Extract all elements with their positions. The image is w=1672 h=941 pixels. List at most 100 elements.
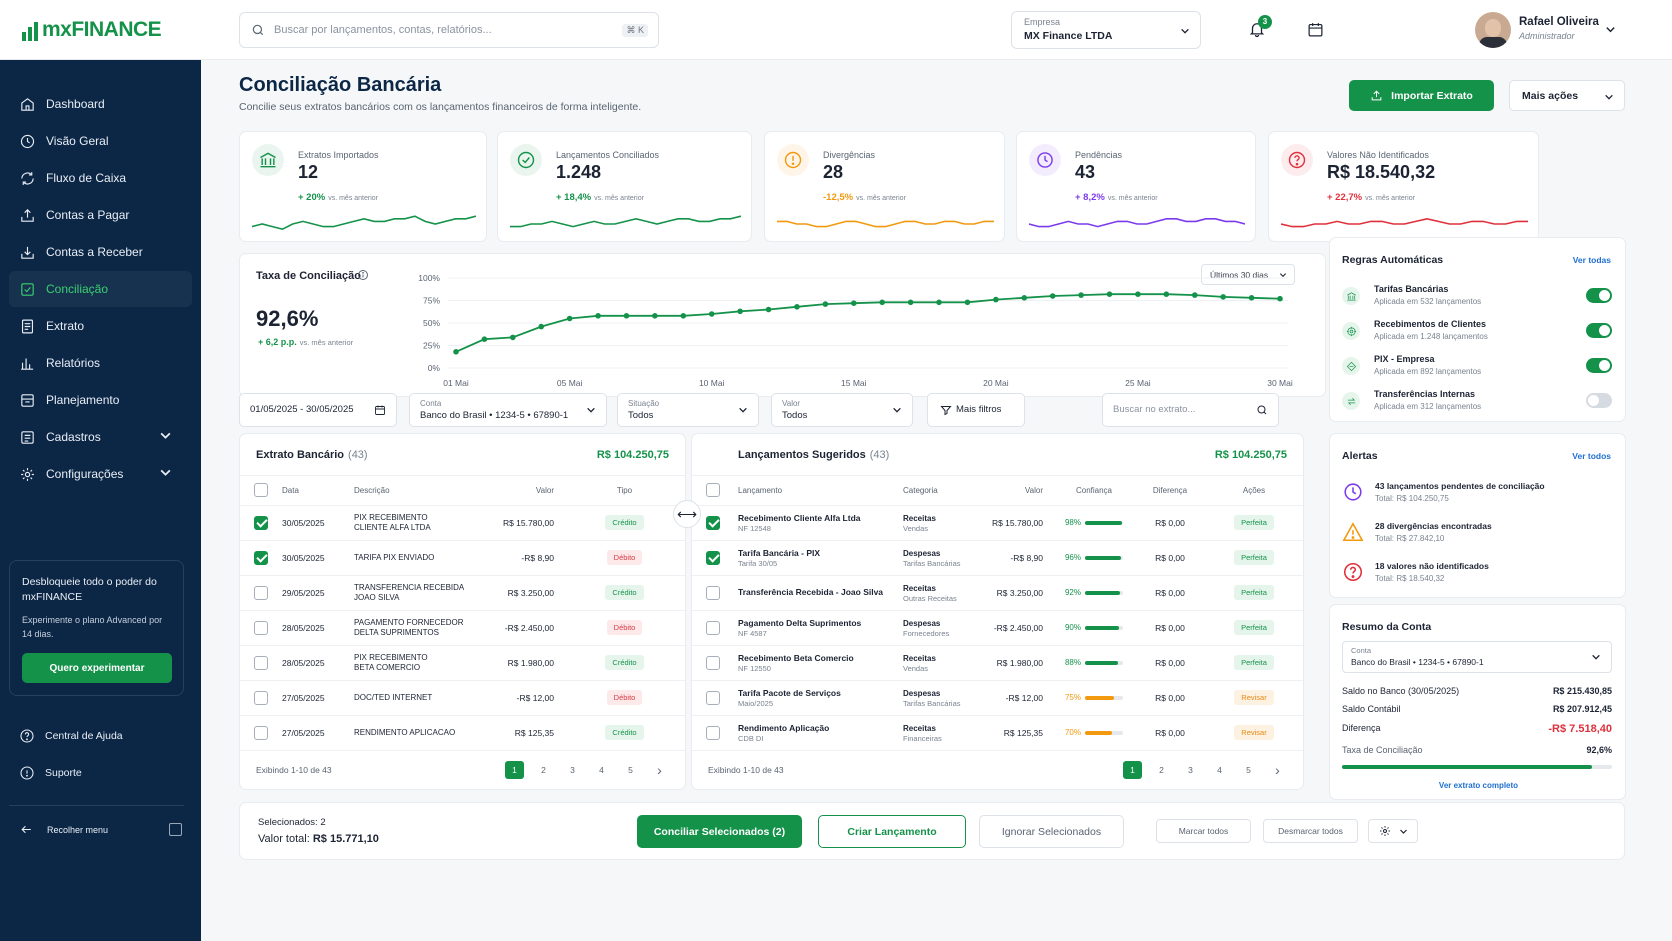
calendar-icon[interactable] — [1307, 21, 1324, 38]
row-checkbox[interactable] — [706, 725, 720, 740]
statement-search-input[interactable]: Buscar no extrato... — [1102, 393, 1279, 427]
table-row[interactable]: Rendimento Aplicação CDB DI Receitas Financ… — [692, 715, 1303, 751]
sidebar-item-fluxo-de-caixa[interactable]: Fluxo de Caixa — [9, 160, 192, 196]
summary-account-select[interactable]: Conta Banco do Brasil • 1234-5 • 67890-1 — [1342, 641, 1612, 673]
select-all-checkbox[interactable] — [254, 483, 268, 498]
account-filter[interactable]: Conta Banco do Brasil • 1234-5 • 67890-1 — [409, 393, 607, 427]
sidebar-item-relatorios[interactable]: Relatórios — [9, 345, 192, 381]
page-button[interactable]: 1 — [505, 761, 524, 779]
row-action-badge[interactable]: Perfeita — [1234, 515, 1274, 530]
rule-toggle[interactable] — [1586, 358, 1612, 373]
row-checkbox[interactable] — [706, 515, 720, 530]
table-row[interactable]: 29/05/2025 TRANSFERENCIA RECEBIDA JOAO SIL… — [240, 575, 685, 611]
period-select[interactable]: Últimos 30 dias — [1201, 264, 1295, 285]
table-row[interactable]: Transferência Recebida - Joao Silva Recei… — [692, 575, 1303, 611]
help-center-link[interactable]: Central de Ajuda — [0, 717, 201, 754]
page-button[interactable]: 1 — [1123, 761, 1142, 779]
row-action-badge[interactable]: Revisar — [1234, 690, 1274, 705]
logo[interactable]: mxFINANCE — [0, 0, 201, 60]
row-checkbox[interactable] — [706, 655, 720, 670]
swap-icon[interactable]: ⟷ — [673, 500, 701, 528]
info-icon[interactable] — [357, 269, 369, 281]
try-button[interactable]: Quero experimentar — [22, 653, 172, 683]
deselect-all-button[interactable]: Desmarcar todos — [1263, 819, 1358, 843]
row-action-badge[interactable]: Revisar — [1234, 725, 1274, 740]
page-button[interactable]: 4 — [599, 765, 604, 775]
select-all-checkbox[interactable] — [706, 483, 720, 498]
page-button[interactable]: 3 — [1188, 765, 1193, 775]
more-actions-button[interactable]: Mais ações — [1509, 80, 1625, 111]
alert-item[interactable]: 18 valores não identificados Total: R$ 18… — [1342, 558, 1612, 592]
sidebar-item-conciliacao[interactable]: Conciliação — [9, 271, 192, 307]
chevron-right-icon[interactable]: › — [657, 762, 662, 778]
sidebar-item-contas-a-receber[interactable]: Contas a Receber — [9, 234, 192, 270]
rule-toggle[interactable] — [1586, 323, 1612, 338]
table-row[interactable]: 27/05/2025 RENDIMENTO APLICACAO R$ 125,35 C… — [240, 715, 685, 751]
alert-item[interactable]: 43 lançamentos pendentes de conciliação T… — [1342, 478, 1612, 512]
row-checkbox[interactable] — [706, 550, 720, 565]
page-button[interactable]: 5 — [628, 765, 633, 775]
alerts-view-all-link[interactable]: Ver todos — [1572, 451, 1611, 461]
alert-item[interactable]: 28 divergências encontradas Total: R$ 27.… — [1342, 518, 1612, 552]
global-search-input[interactable]: Buscar por lançamentos, contas, relatóri… — [239, 12, 659, 48]
page-button[interactable]: 4 — [1217, 765, 1222, 775]
table-row[interactable]: Tarifa Bancária - PIX Tarifa 30/05 Despesa… — [692, 540, 1303, 576]
table-row[interactable]: Tarifa Pacote de Serviços Maio/2025 Despes… — [692, 680, 1303, 716]
more-filters-button[interactable]: Mais filtros — [927, 393, 1025, 427]
page-button[interactable]: 5 — [1246, 765, 1251, 775]
row-checkbox[interactable] — [254, 655, 268, 670]
row-checkbox[interactable] — [254, 515, 268, 530]
table-row[interactable]: 28/05/2025 PAGAMENTO FORNECEDOR DELTA SUPR… — [240, 610, 685, 646]
rules-view-all-link[interactable]: Ver todas — [1572, 255, 1611, 265]
create-entry-button[interactable]: Criar Lançamento — [818, 815, 966, 848]
sidebar-item-configuracoes[interactable]: Configurações — [9, 456, 192, 492]
view-full-statement-link[interactable]: Ver extrato completo — [1438, 781, 1519, 790]
sidebar-item-dashboard[interactable]: Dashboard — [9, 86, 192, 122]
avatar[interactable] — [1475, 12, 1511, 48]
row-checkbox[interactable] — [254, 620, 268, 635]
row-checkbox[interactable] — [706, 585, 720, 600]
row-checkbox[interactable] — [706, 620, 720, 635]
company-select[interactable]: Empresa MX Finance LTDA — [1011, 11, 1201, 49]
row-action-badge[interactable]: Perfeita — [1234, 585, 1274, 600]
row-action-badge[interactable]: Perfeita — [1234, 620, 1274, 635]
status-filter[interactable]: Situação Todos — [617, 393, 759, 427]
table-row[interactable]: 27/05/2025 DOC/TED INTERNET -R$ 12,00 Débit… — [240, 680, 685, 716]
chevron-right-icon[interactable]: › — [1275, 762, 1280, 778]
support-link[interactable]: Suporte — [0, 754, 201, 791]
table-row[interactable]: Recebimento Cliente Alfa Ltda NF 12548 Rec… — [692, 505, 1303, 541]
date-range-filter[interactable]: 01/05/2025 - 30/05/2025 — [239, 393, 397, 427]
row-checkbox[interactable] — [254, 550, 268, 565]
ignore-selected-button[interactable]: Ignorar Selecionados — [979, 815, 1124, 848]
table-row[interactable]: Recebimento Beta Comercio NF 12550 Receita… — [692, 645, 1303, 681]
page-button[interactable]: 3 — [570, 765, 575, 775]
sidebar-item-contas-a-pagar[interactable]: Contas a Pagar — [9, 197, 192, 233]
row-action-badge[interactable]: Perfeita — [1234, 550, 1274, 565]
row-date: 27/05/2025 — [282, 680, 354, 716]
import-statement-button[interactable]: Importar Extrato — [1349, 80, 1494, 111]
collapse-menu-button[interactable]: Recolher menu — [20, 823, 182, 836]
sidebar-item-extrato[interactable]: Extrato — [9, 308, 192, 344]
table-row[interactable]: 28/05/2025 PIX RECEBIMENTO BETA COMERCIO R$… — [240, 645, 685, 681]
page-button[interactable]: 2 — [1159, 765, 1164, 775]
sidebar-item-visao-geral[interactable]: Visão Geral — [9, 123, 192, 159]
table-row[interactable]: 30/05/2025 TARIFA PIX ENVIADO -R$ 8,90 Débi… — [240, 540, 685, 576]
sidebar-item-cadastros[interactable]: Cadastros — [9, 419, 192, 455]
user-menu[interactable]: Rafael Oliveira Administrador — [1519, 16, 1599, 41]
rule-toggle[interactable] — [1586, 393, 1612, 408]
value-filter[interactable]: Valor Todos — [771, 393, 913, 427]
page-button[interactable]: 2 — [541, 765, 546, 775]
row-checkbox[interactable] — [706, 690, 720, 705]
row-checkbox[interactable] — [254, 690, 268, 705]
row-checkbox[interactable] — [254, 585, 268, 600]
user-chevron-icon[interactable] — [1605, 24, 1616, 35]
row-checkbox[interactable] — [254, 725, 268, 740]
select-all-button[interactable]: Marcar todos — [1156, 819, 1251, 843]
sidebar-item-planejamento[interactable]: Planejamento — [9, 382, 192, 418]
table-row[interactable]: 30/05/2025 PIX RECEBIMENTO CLIENTE ALFA LT… — [240, 505, 685, 541]
reconcile-selected-button[interactable]: Conciliar Selecionados (2) — [637, 815, 802, 848]
table-row[interactable]: Pagamento Delta Suprimentos NF 4587 Despes… — [692, 610, 1303, 646]
row-action-badge[interactable]: Perfeita — [1234, 655, 1274, 670]
rule-toggle[interactable] — [1586, 288, 1612, 303]
settings-dropdown[interactable] — [1368, 819, 1418, 843]
